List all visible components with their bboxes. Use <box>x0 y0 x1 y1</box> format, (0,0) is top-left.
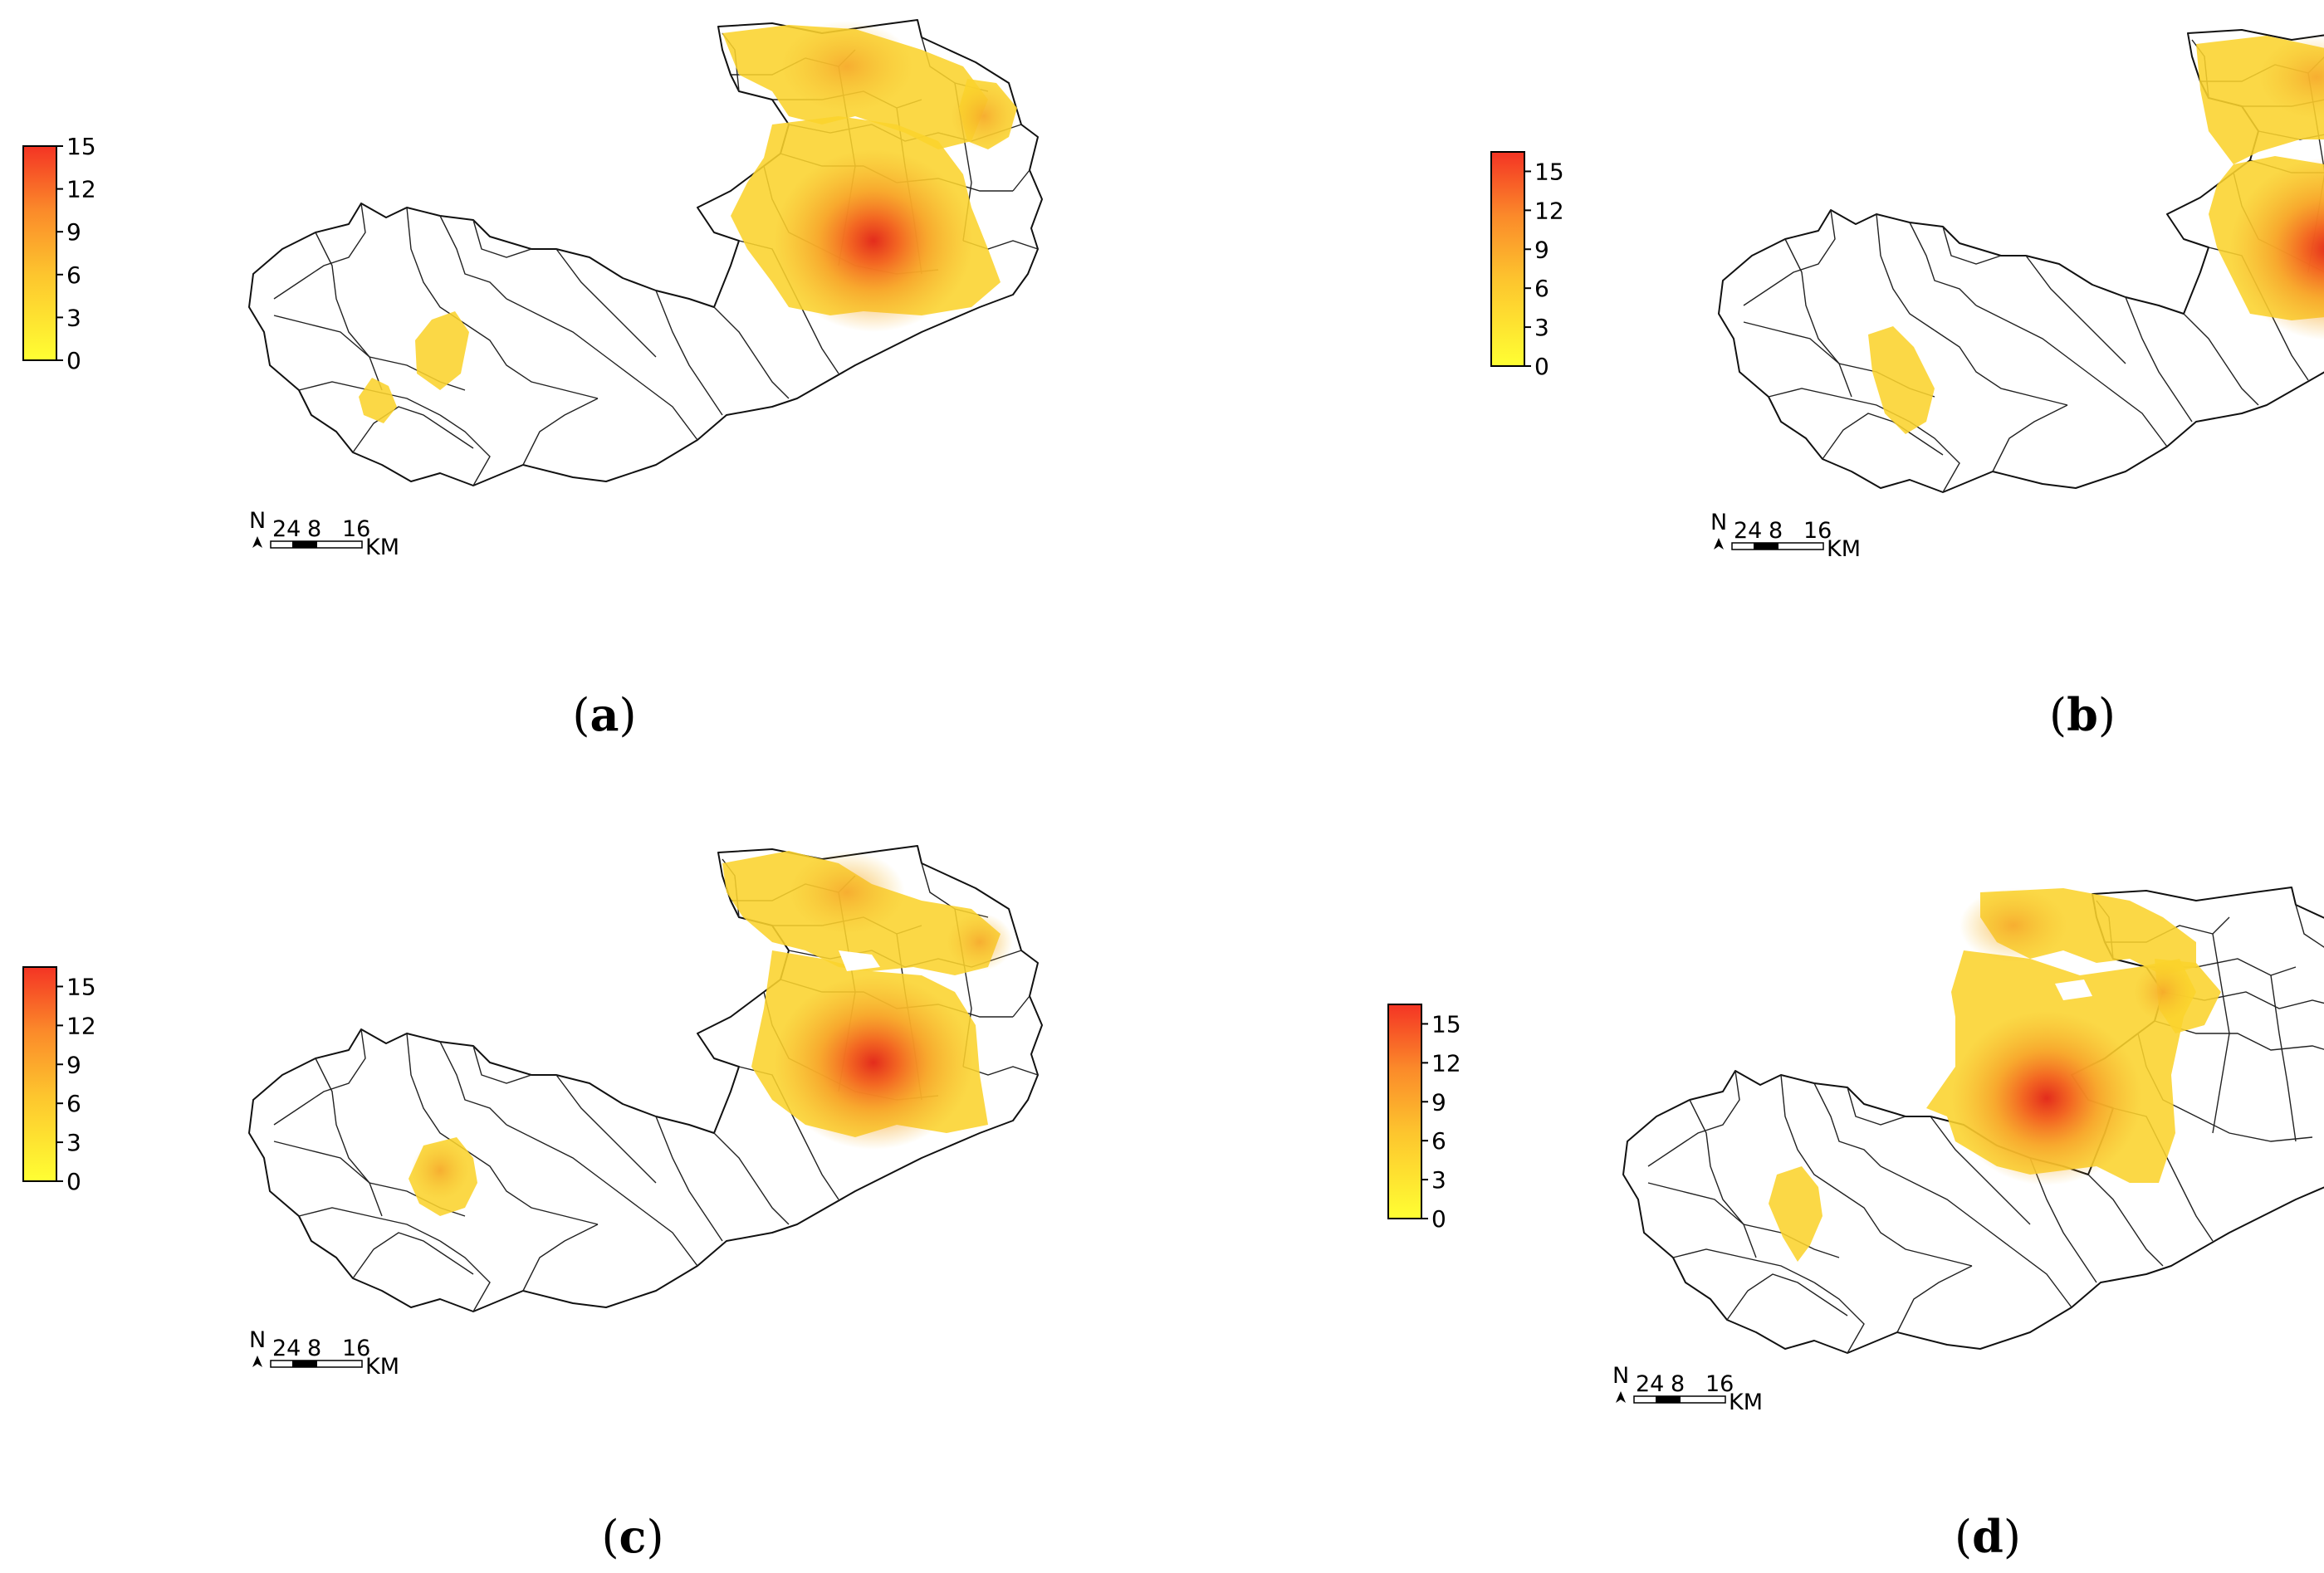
hotspot-north-d <box>1959 888 2067 963</box>
colorbar-tick-label: 0 <box>66 1168 81 1195</box>
scale-label-24-d: 24 <box>1636 1371 1664 1397</box>
colorbar-tick-label: 3 <box>66 1129 81 1156</box>
north-label-c: N <box>249 1327 266 1353</box>
scale-label-8-b: 8 <box>1769 518 1783 544</box>
colorbar-tick-label: 0 <box>1534 353 1549 380</box>
caption-b: (b) <box>2049 688 2116 741</box>
colorbar-tick-label: 12 <box>66 1012 96 1039</box>
scale-bar-segment-a <box>292 541 317 548</box>
north-arrow-icon-a <box>252 536 262 548</box>
hotspot-main-a <box>774 149 973 332</box>
colorbar-gradient-b <box>1491 152 1524 366</box>
scale-label-24-c: 24 <box>272 1336 301 1361</box>
colorbar-tick-label: 9 <box>66 1051 81 1078</box>
colorbar-a: 0 3 6 9 12 15 <box>23 133 96 374</box>
panel-a: 0 3 6 9 12 15 N 24 8 16 KM (a) <box>23 20 1042 741</box>
colorbar-tick-label: 9 <box>1534 236 1549 263</box>
colorbar-gradient-a <box>23 146 56 360</box>
scale-label-8-c: 8 <box>307 1336 321 1361</box>
map-a <box>249 20 1042 486</box>
map-d <box>1623 887 2324 1353</box>
scale-label-24-b: 24 <box>1734 518 1762 544</box>
figure-canvas: 0 3 6 9 12 15 N 24 8 16 KM (a) <box>0 0 2324 1573</box>
colorbar-tick-label: 6 <box>1534 275 1549 302</box>
colorbar-d: 0 3 6 9 12 15 <box>1388 1004 1461 1233</box>
scale-label-8-d: 8 <box>1671 1371 1685 1397</box>
colorbar-tick-label: 0 <box>66 347 81 374</box>
north-arrow-icon-b <box>1714 538 1724 550</box>
colorbar-tick-label: 15 <box>1534 158 1564 185</box>
scalebar-a: N 24 8 16 KM <box>249 508 399 560</box>
panel-b: 0 3 6 9 12 15 N 24 8 16 KM (b) <box>1491 27 2324 741</box>
map-b <box>1719 27 2324 492</box>
colorbar-tick-label: 9 <box>66 218 81 246</box>
north-label-d: N <box>1612 1363 1629 1389</box>
colorbar-tick-label: 6 <box>66 261 81 289</box>
colorbar-gradient-c <box>23 967 56 1181</box>
scale-unit-b: KM <box>1827 536 1861 562</box>
colorbar-gradient-d <box>1388 1004 1421 1219</box>
hotspot-north-c <box>789 851 905 934</box>
colorbar-tick-label: 15 <box>1431 1010 1461 1038</box>
colorbar-tick-label: 0 <box>1431 1205 1446 1233</box>
hotspot-ne-d <box>2134 963 2192 1021</box>
hotspot-ne-c <box>947 913 1013 971</box>
panel-d: 0 3 6 9 12 15 N 24 8 16 KM (d) <box>1388 887 2324 1563</box>
scale-bar-segment-b <box>1754 543 1778 550</box>
hotspot-north-a <box>780 21 913 112</box>
scalebar-d: N 24 8 16 KM <box>1612 1363 1763 1415</box>
colorbar-tick-label: 3 <box>1431 1166 1446 1194</box>
north-label-b: N <box>1710 510 1727 535</box>
north-arrow-icon-c <box>252 1356 262 1367</box>
map-c <box>249 846 1042 1312</box>
caption-d: (d) <box>1955 1510 2021 1563</box>
caption-c: (c) <box>601 1510 663 1563</box>
hotspot-west-c <box>411 1141 469 1199</box>
colorbar-tick-label: 15 <box>66 133 96 160</box>
scale-label-24-a: 24 <box>272 516 301 542</box>
hotspot-ne-a <box>951 83 1017 149</box>
caption-a: (a) <box>572 688 636 741</box>
colorbar-tick-label: 15 <box>66 973 96 1000</box>
colorbar-tick-label: 12 <box>1534 197 1564 224</box>
scale-bar-segment-d <box>1656 1396 1681 1403</box>
colorbar-tick-label: 12 <box>66 176 96 203</box>
scalebar-c: N 24 8 16 KM <box>249 1327 399 1380</box>
colorbar-tick-label: 6 <box>66 1090 81 1117</box>
colorbar-tick-label: 3 <box>1534 314 1549 341</box>
scale-bar-segment-c <box>292 1360 317 1367</box>
scalebar-b: N 24 8 16 KM <box>1710 510 1861 562</box>
colorbar-tick-label: 6 <box>1431 1127 1446 1155</box>
scale-unit-a: KM <box>365 535 399 560</box>
scale-unit-d: KM <box>1729 1390 1763 1415</box>
colorbar-tick-label: 9 <box>1431 1088 1446 1116</box>
scale-label-8-a: 8 <box>307 516 321 542</box>
hotspot-main-d <box>1951 1011 2142 1185</box>
north-label-a: N <box>249 508 266 534</box>
colorbar-b: 0 3 6 9 12 15 <box>1491 152 1564 380</box>
scale-unit-c: KM <box>365 1354 399 1380</box>
panel-c: 0 3 6 9 12 15 N 24 8 16 KM (c) <box>23 846 1042 1563</box>
north-arrow-icon-d <box>1616 1391 1626 1403</box>
colorbar-c: 0 3 6 9 12 15 <box>23 967 96 1195</box>
colorbar-tick-label: 3 <box>66 304 81 331</box>
hotspot-main-c <box>774 975 973 1150</box>
colorbar-tick-label: 12 <box>1431 1049 1461 1077</box>
